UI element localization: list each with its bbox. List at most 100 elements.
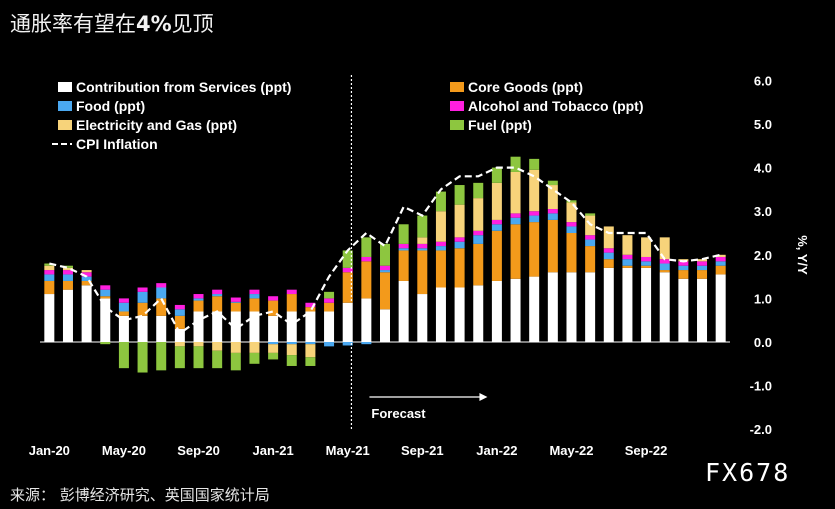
bar-elec [286,344,297,356]
bar-core [118,311,129,316]
bar-fuel [118,342,129,369]
bar-core [174,315,185,329]
bar-services [286,311,297,342]
bar-food [380,270,390,273]
bar-core [678,270,689,279]
bar-core [361,261,372,299]
bar-food [659,263,670,271]
bar-elec [622,235,633,255]
bar-alcohol [678,261,689,266]
legend-label-core: Core Goods (ppt) [468,79,583,95]
bar-food [212,294,223,297]
bar-food [193,298,204,301]
forecast-label: Forecast [371,406,426,421]
bar-core [510,224,521,279]
bar-alcohol [622,254,633,260]
bar-alcohol [268,296,279,301]
x-tick-label: Sep-20 [177,443,220,458]
bar-elec [529,169,540,212]
bar-food [62,274,73,281]
bar-elec [268,344,279,353]
bar-services [603,267,614,342]
bar-food [230,301,241,303]
x-tick-label: May-21 [326,443,370,458]
bar-services [417,294,428,342]
bar-fuel [156,342,167,371]
bar-alcohol [212,289,223,295]
bar-alcohol [417,243,428,249]
bar-services [268,315,279,342]
bar-alcohol [697,261,708,266]
bar-elec [566,202,577,223]
bar-food [697,265,708,271]
watermark: FX678 [705,458,791,487]
bar-alcohol [324,298,335,303]
bar-services [156,315,167,342]
bar-fuel [193,346,204,369]
bar-services [398,280,409,342]
bar-services [473,285,484,342]
legend-label-services: Contribution from Services (ppt) [76,79,291,95]
bar-fuel [380,243,390,266]
bar-alcohol [659,259,670,264]
bar-core [585,246,596,273]
bar-fuel [342,250,353,268]
forecast-arrow-head [479,393,488,401]
bar-alcohol [529,211,540,216]
bar-elec [454,204,465,238]
bar-services [361,298,372,342]
bar-services [193,311,204,342]
bar-food [603,252,614,260]
bar-services [715,274,726,342]
bar-food [249,294,260,299]
bar-elec [659,237,670,260]
bar-services [510,278,521,342]
legend-swatch-services [58,82,72,92]
bar-core [398,250,409,281]
bar-core [100,296,111,299]
bar-elec [641,237,652,257]
y-tick-label: 2.0 [754,248,772,263]
y-tick-label: 6.0 [754,73,772,88]
page-title: 通胀率有望在4%见顶 [10,8,214,38]
bar-food [137,291,148,303]
bar-fuel [566,200,577,203]
x-tick-label: Sep-22 [625,443,668,458]
bar-fuel [212,350,223,369]
bar-food [622,259,633,266]
bar-food [715,261,726,266]
bar-fuel [174,346,185,369]
bar-fuel [361,237,372,257]
bar-food [417,248,428,251]
legend-swatch-food [58,101,72,111]
bar-elec [249,342,260,353]
bar-alcohol [156,283,167,288]
bar-services [137,315,148,342]
bar-alcohol [547,209,558,214]
bar-core [454,248,465,288]
bar-core [212,296,223,312]
bar-services [678,278,689,342]
bar-alcohol [342,267,353,273]
bar-services [659,272,670,342]
bar-elec [473,198,484,231]
bar-alcohol [585,235,596,240]
bar-food [100,289,111,297]
bar-services [44,294,55,342]
bar-services [585,272,596,342]
bar-core [342,272,353,303]
bar-elec [603,226,614,249]
bar-food [435,246,446,251]
bar-core [529,222,540,277]
bar-alcohol [473,230,484,236]
bar-core [286,294,297,312]
x-tick-label: Jan-21 [253,443,294,458]
bar-core [491,230,502,281]
bar-services [697,278,708,342]
bar-core [697,270,708,279]
bar-fuel [529,158,540,170]
bar-core [547,219,558,273]
bar-core [193,300,204,312]
x-tick-label: Jan-22 [476,443,517,458]
bar-fuel [417,215,428,238]
